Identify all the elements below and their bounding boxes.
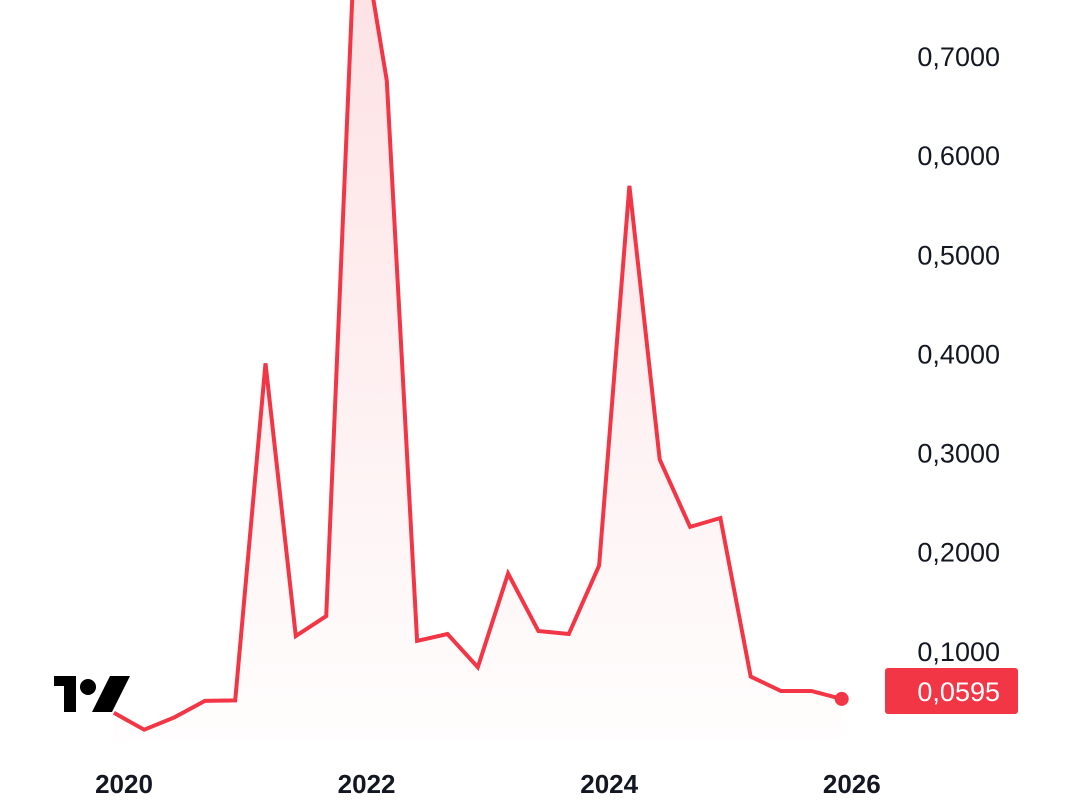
x-axis: 2020 2022 2024 2026 (95, 769, 881, 799)
last-price-badge-label: 0,0595 (917, 677, 1000, 707)
series-line (112, 0, 843, 732)
x-tick-label: 2020 (95, 769, 153, 799)
x-tick-label: 2026 (823, 769, 881, 799)
x-tick-label: 2022 (338, 769, 396, 799)
y-tick-label: 0,6000 (917, 141, 1000, 171)
y-tick-label: 0,3000 (917, 439, 1000, 469)
y-tick-label: 0,4000 (917, 339, 1000, 369)
series-area-fill (113, 0, 842, 740)
last-point-marker (834, 691, 849, 706)
tradingview-logo-icon (54, 676, 130, 712)
x-tick-label: 2024 (580, 769, 638, 799)
last-price-badge: 0,0595 (885, 668, 1018, 714)
plot-area (112, 0, 849, 740)
y-axis: 0,1000 0,2000 0,3000 0,4000 0,5000 0,6000 0,70… (917, 42, 1000, 667)
y-tick-label: 0,1000 (917, 637, 1000, 667)
y-tick-label: 0,5000 (917, 240, 1000, 270)
y-tick-label: 0,7000 (917, 42, 1000, 72)
y-tick-label: 0,2000 (917, 538, 1000, 568)
last-price-badge-background (885, 668, 1018, 714)
